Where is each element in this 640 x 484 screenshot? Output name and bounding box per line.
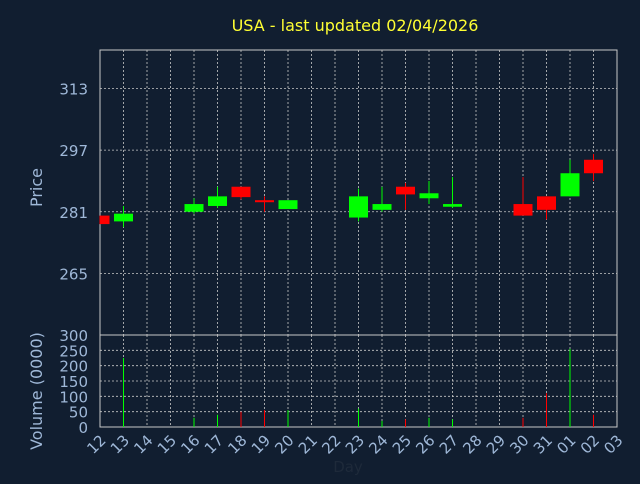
x-tick-label: 22 bbox=[318, 431, 344, 457]
volume-tick-label: 0 bbox=[78, 419, 88, 437]
candle-body bbox=[396, 186, 415, 195]
candle-body bbox=[372, 204, 392, 210]
volume-tick-label: 250 bbox=[59, 342, 88, 360]
x-tick-label: 29 bbox=[483, 431, 509, 457]
volume-bar bbox=[452, 419, 453, 427]
candle-body bbox=[560, 173, 580, 197]
candle-body bbox=[443, 204, 462, 207]
price-tick-label: 313 bbox=[59, 81, 88, 99]
candle-body bbox=[278, 200, 298, 210]
price-tick-label: 297 bbox=[59, 142, 88, 160]
x-tick-label: 15 bbox=[154, 431, 180, 457]
volume-tick-label: 200 bbox=[59, 358, 88, 376]
volume-bar bbox=[287, 410, 289, 427]
volume-tick-label: 100 bbox=[59, 388, 88, 406]
x-tick-label: 20 bbox=[271, 431, 297, 457]
x-tick-label: 16 bbox=[177, 431, 203, 457]
candle-body bbox=[231, 186, 251, 198]
x-tick-label: 25 bbox=[389, 431, 415, 457]
candle-body bbox=[513, 204, 533, 216]
x-tick-label: 03 bbox=[600, 431, 626, 457]
candle-body bbox=[114, 213, 133, 222]
candle-body bbox=[419, 193, 439, 199]
candle-body bbox=[255, 200, 274, 203]
x-tick-label: 30 bbox=[506, 431, 532, 457]
x-tick-label: 23 bbox=[342, 431, 368, 457]
candle-body bbox=[349, 196, 368, 218]
volume-bar bbox=[217, 414, 218, 427]
volume-bar bbox=[193, 417, 195, 427]
x-tick-label: 17 bbox=[201, 431, 227, 457]
x-tick-label: 19 bbox=[248, 431, 274, 457]
x-tick-label: 13 bbox=[107, 431, 133, 457]
candle-body bbox=[184, 204, 204, 212]
x-tick-label: 27 bbox=[436, 431, 462, 457]
volume-bar bbox=[123, 358, 124, 427]
x-tick-label: 28 bbox=[459, 431, 485, 457]
volume-bar bbox=[264, 410, 265, 427]
volume-bar bbox=[569, 348, 571, 427]
candle-body bbox=[100, 215, 110, 225]
volume-bar bbox=[381, 420, 383, 427]
volume-tick-label: 300 bbox=[59, 327, 88, 345]
volume-bar bbox=[240, 411, 242, 427]
volume-axis-title: Volume (0000) bbox=[27, 332, 46, 450]
x-tick-label: 18 bbox=[224, 431, 250, 457]
x-tick-label: 26 bbox=[412, 431, 438, 457]
x-tick-label: 24 bbox=[365, 431, 391, 457]
price-axis-title: Price bbox=[27, 168, 46, 207]
x-tick-label: 02 bbox=[577, 431, 603, 457]
candle-body bbox=[537, 196, 556, 210]
candle-body bbox=[584, 159, 603, 174]
volume-bar bbox=[522, 417, 524, 427]
x-tick-label: 21 bbox=[295, 431, 321, 457]
volume-tick-label: 150 bbox=[59, 373, 88, 391]
x-tick-label: 14 bbox=[130, 431, 156, 457]
volume-bar bbox=[593, 414, 594, 427]
x-tick-label: 31 bbox=[530, 431, 556, 457]
x-axis-title: Day bbox=[333, 458, 363, 476]
volume-bar bbox=[428, 417, 430, 427]
volume-bar bbox=[405, 419, 406, 427]
price-tick-label: 265 bbox=[59, 265, 88, 283]
volume-tick-label: 50 bbox=[69, 404, 88, 422]
volume-bar bbox=[358, 408, 359, 427]
price-tick-label: 281 bbox=[59, 204, 88, 222]
chart-title: USA - last updated 02/04/2026 bbox=[232, 16, 479, 35]
volume-bar bbox=[546, 393, 547, 427]
x-tick-label: 01 bbox=[553, 431, 579, 457]
candle-body bbox=[208, 196, 227, 206]
